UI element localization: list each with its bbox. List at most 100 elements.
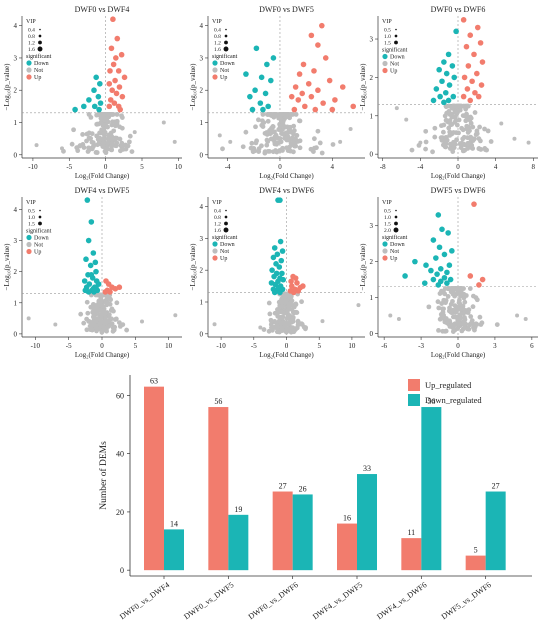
legend-title-significant: significant xyxy=(212,53,238,60)
point-down xyxy=(449,248,455,254)
point-not xyxy=(86,145,92,151)
point-not xyxy=(404,117,409,122)
point-not xyxy=(451,130,456,135)
point-not xyxy=(284,112,290,117)
point-up xyxy=(299,90,306,97)
point-not xyxy=(443,118,449,123)
point-not xyxy=(127,133,133,139)
point-up xyxy=(292,275,299,281)
point-not xyxy=(315,128,321,134)
point-down xyxy=(441,99,447,106)
point-not xyxy=(494,322,500,327)
point-not xyxy=(278,116,283,122)
point-not xyxy=(100,140,106,146)
point-up xyxy=(308,32,315,39)
legend-vip-marker xyxy=(38,215,42,219)
panel-title: DWF4 vs DWF6 xyxy=(259,186,314,195)
point-up xyxy=(350,103,357,110)
point-down xyxy=(435,212,442,218)
point-not xyxy=(283,298,289,304)
point-down xyxy=(84,197,91,203)
point-not xyxy=(105,119,111,125)
point-not xyxy=(288,112,294,117)
point-up xyxy=(460,17,467,23)
point-down xyxy=(437,93,443,100)
series-not xyxy=(388,286,528,334)
y-tick-label: 3 xyxy=(14,54,18,62)
point-up xyxy=(110,16,116,23)
point-not xyxy=(292,136,298,142)
point-down xyxy=(433,86,440,92)
point-not xyxy=(288,148,293,154)
point-up xyxy=(114,35,121,42)
bar-chart: 0 20 40 60 Number of DEMs 63 14 DWF0_vs_DWF4 56 1… xyxy=(98,375,532,621)
series-down xyxy=(430,28,459,106)
legend-marker-not xyxy=(212,67,218,73)
legend-title-significant: significant xyxy=(382,234,408,241)
point-down xyxy=(412,258,418,265)
series-not xyxy=(34,112,177,156)
y-tick-label: 3 xyxy=(370,222,374,230)
y-tick-label: 2 xyxy=(370,258,374,266)
bar-y-tick-label: 0 xyxy=(120,566,124,575)
y-tick-label: 2 xyxy=(200,87,204,95)
point-not xyxy=(442,291,448,297)
point-not xyxy=(279,324,285,330)
y-axis-label: −Log₁₀(p_value) xyxy=(3,243,11,291)
point-not xyxy=(85,310,91,316)
point-not xyxy=(457,312,463,318)
point-not xyxy=(474,130,480,136)
point-not xyxy=(299,322,305,327)
point-not xyxy=(441,306,446,312)
point-not xyxy=(477,138,483,144)
point-not xyxy=(440,129,446,135)
point-not xyxy=(426,304,432,310)
point-up xyxy=(477,40,484,46)
point-not xyxy=(470,321,475,326)
point-up xyxy=(467,97,474,104)
point-up xyxy=(108,45,115,52)
point-not xyxy=(252,148,258,154)
point-not xyxy=(292,309,298,315)
point-not xyxy=(140,319,144,324)
point-not xyxy=(268,130,274,136)
point-not xyxy=(256,117,261,123)
point-down xyxy=(252,87,258,94)
point-not xyxy=(258,325,263,330)
point-not xyxy=(109,321,115,327)
y-axis-label: −Log₁₀(p_value) xyxy=(189,243,197,291)
point-not xyxy=(84,299,90,305)
volcano-panel-3: DWF0 vs DWF6 -8 -4 0 4 8 0 1 2 3 Log₂(Fold Change)… xyxy=(359,5,538,180)
legend-vip-marker xyxy=(395,28,397,31)
point-down xyxy=(279,270,285,277)
y-tick-label: 1 xyxy=(14,119,18,127)
point-up xyxy=(461,74,468,81)
point-up xyxy=(294,280,300,286)
legend-vip-marker xyxy=(395,209,397,212)
point-down xyxy=(444,269,450,276)
point-up xyxy=(472,89,478,96)
legend-vip-marker xyxy=(225,28,227,31)
point-not xyxy=(97,302,103,308)
point-not xyxy=(290,319,296,324)
x-axis-label: Log₂(Fold Change) xyxy=(259,172,314,180)
point-not xyxy=(311,136,317,142)
legend-vip-marker xyxy=(223,227,229,233)
point-not xyxy=(272,141,278,147)
point-up xyxy=(339,84,346,90)
x-axis-label: Log₂(Fold Change) xyxy=(259,351,314,359)
bar-down xyxy=(357,474,377,571)
bar-legend-swatch xyxy=(408,394,420,406)
point-not xyxy=(286,295,292,301)
point-not xyxy=(284,316,290,321)
point-not xyxy=(89,324,94,329)
legend-marker-not xyxy=(382,60,388,67)
point-up xyxy=(302,103,308,110)
x-tick-label: 4 xyxy=(331,163,335,171)
point-not xyxy=(396,317,401,322)
legend-title-vip: VIP xyxy=(26,200,36,206)
point-down xyxy=(274,251,281,258)
point-not xyxy=(112,119,118,125)
point-not xyxy=(280,122,286,128)
bar-legend: Up_regulated Down_regulated xyxy=(408,379,482,406)
